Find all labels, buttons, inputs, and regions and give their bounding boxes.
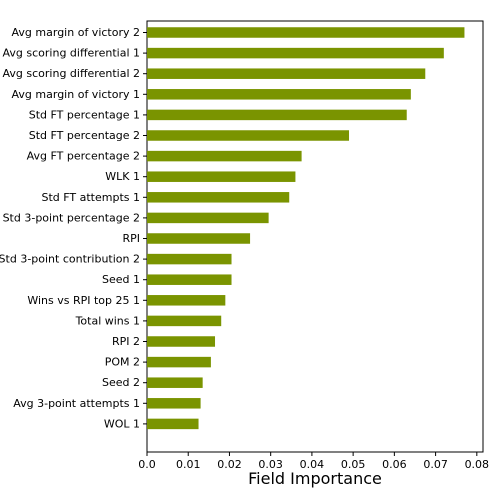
y-tick-label-6: Avg FT percentage 2 bbox=[27, 150, 140, 163]
x-tick-label-3: 0.03 bbox=[258, 458, 283, 471]
y-tick-label-17: Seed 2 bbox=[102, 376, 140, 389]
bar-17 bbox=[147, 377, 203, 388]
bar-5 bbox=[147, 130, 350, 141]
x-tick-label-5: 0.05 bbox=[341, 458, 366, 471]
y-tick-label-3: Avg margin of victory 1 bbox=[12, 88, 140, 101]
bar-2 bbox=[147, 68, 426, 79]
bar-7 bbox=[147, 171, 296, 182]
x-tick-label-2: 0.02 bbox=[217, 458, 242, 471]
y-tick-label-19: WOL 1 bbox=[104, 417, 140, 430]
bar-1 bbox=[147, 47, 444, 59]
x-axis-title: Field Importance bbox=[248, 469, 382, 488]
y-tick-label-0: Avg margin of victory 2 bbox=[12, 26, 140, 39]
x-ticks: 0.0 0.01 0.02 0.03 0.04 0.05 0.06 0.07 0.08 bbox=[138, 452, 489, 471]
y-tick-label-10: RPI bbox=[122, 232, 140, 245]
y-tick-label-7: WLK 1 bbox=[105, 170, 140, 183]
y-tick-label-8: Std FT attempts 1 bbox=[42, 191, 141, 204]
bar-16 bbox=[147, 356, 211, 368]
bar-13 bbox=[147, 295, 226, 306]
x-tick-label-8: 0.08 bbox=[465, 458, 490, 471]
y-tick-label-15: RPI 2 bbox=[112, 335, 140, 348]
bar-12 bbox=[147, 274, 232, 285]
y-tick-label-16: POM 2 bbox=[105, 356, 140, 369]
x-tick-label-6: 0.06 bbox=[382, 458, 407, 471]
bar-11 bbox=[147, 253, 232, 265]
y-tick-label-1: Avg scoring differential 1 bbox=[3, 47, 140, 60]
bar-6 bbox=[147, 150, 302, 162]
y-tick-label-13: Wins vs RPI top 25 1 bbox=[27, 294, 140, 307]
y-tick-label-11: Std 3-point contribution 2 bbox=[0, 253, 140, 266]
bar-9 bbox=[147, 212, 269, 224]
y-tick-label-18: Avg 3-point attempts 1 bbox=[13, 397, 140, 410]
bar-8 bbox=[147, 192, 290, 203]
y-tick-label-9: Std 3-point percentage 2 bbox=[3, 211, 140, 224]
x-tick-label-7: 0.07 bbox=[423, 458, 448, 471]
bar-10 bbox=[147, 233, 251, 244]
bar-18 bbox=[147, 398, 201, 409]
bar-3 bbox=[147, 89, 411, 100]
y-tick-label-14: Total wins 1 bbox=[75, 314, 140, 327]
bar-15 bbox=[147, 336, 216, 347]
y-tick-label-2: Avg scoring differential 2 bbox=[3, 67, 140, 80]
bar-14 bbox=[147, 315, 222, 327]
x-tick-label-1: 0.01 bbox=[176, 458, 201, 471]
x-tick-label-4: 0.04 bbox=[300, 458, 325, 471]
y-tick-label-5: Std FT percentage 2 bbox=[29, 129, 140, 142]
y-tick-label-12: Seed 1 bbox=[102, 273, 140, 286]
y-tick-labels: Avg margin of victory 2 Avg scoring diffe… bbox=[0, 26, 147, 430]
y-tick-label-4: Std FT percentage 1 bbox=[29, 108, 140, 121]
bar-0 bbox=[147, 27, 465, 38]
bars-group bbox=[147, 27, 465, 430]
x-tick-label-0: 0.0 bbox=[138, 458, 156, 471]
bar-4 bbox=[147, 109, 407, 121]
bar-19 bbox=[147, 418, 199, 430]
